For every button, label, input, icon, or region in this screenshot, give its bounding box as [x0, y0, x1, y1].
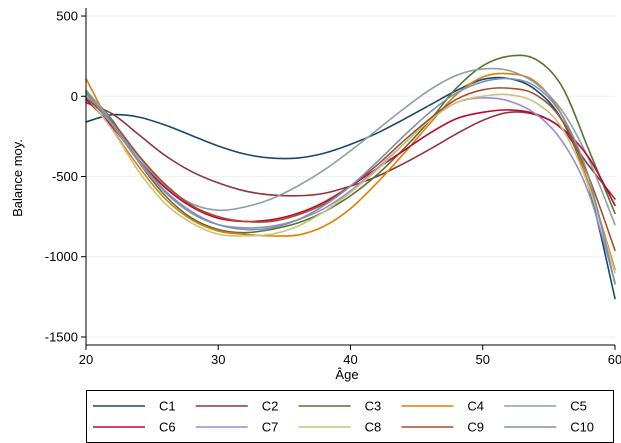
legend-box: [86, 390, 614, 443]
y-tick-label-1: 0: [71, 89, 78, 104]
series-line-c4: [85, 72, 616, 271]
legend-label-c6: C6: [159, 420, 176, 435]
legend-label-c8: C8: [365, 420, 382, 435]
x-tick-label-2: 40: [343, 352, 357, 367]
x-tick-label-3: 50: [476, 352, 490, 367]
gridlines: [86, 15, 615, 338]
x-tick-label-4: 60: [608, 352, 621, 367]
x-axis-ticks: 20 30 40 50 60: [79, 345, 621, 367]
series-line-c7: [85, 93, 616, 284]
y-tick-label-3: -1000: [45, 249, 78, 264]
series-lines: [85, 54, 616, 300]
series-line-c1: [85, 76, 616, 300]
x-tick-label-0: 20: [79, 352, 93, 367]
y-tick-label-0: 500: [56, 9, 78, 24]
legend-label-c10: C10: [570, 420, 594, 435]
series-line-c10: [85, 77, 616, 285]
series-line-c3: [85, 54, 616, 234]
legend-label-c3: C3: [365, 399, 382, 414]
legend-label-c7: C7: [262, 420, 279, 435]
legend-label-c4: C4: [467, 399, 484, 414]
y-axis-ticks: 500 0 -500 -1000 -1500: [45, 9, 86, 344]
y-tick-label-4: -1500: [45, 329, 78, 344]
legend-label-c1: C1: [159, 399, 176, 414]
y-tick-label-2: -500: [52, 169, 78, 184]
x-tick-label-1: 30: [211, 352, 225, 367]
legend: C1 C2 C3 C4 C5 C6 C7 C8 C9 C10: [86, 390, 614, 443]
legend-label-c2: C2: [262, 399, 279, 414]
legend-label-c5: C5: [570, 399, 587, 414]
legend-label-c9: C9: [467, 420, 484, 435]
y-axis-label: Balance moy.: [10, 139, 25, 217]
x-axis-label: Âge: [335, 367, 358, 382]
series-line-c8: [85, 93, 616, 274]
